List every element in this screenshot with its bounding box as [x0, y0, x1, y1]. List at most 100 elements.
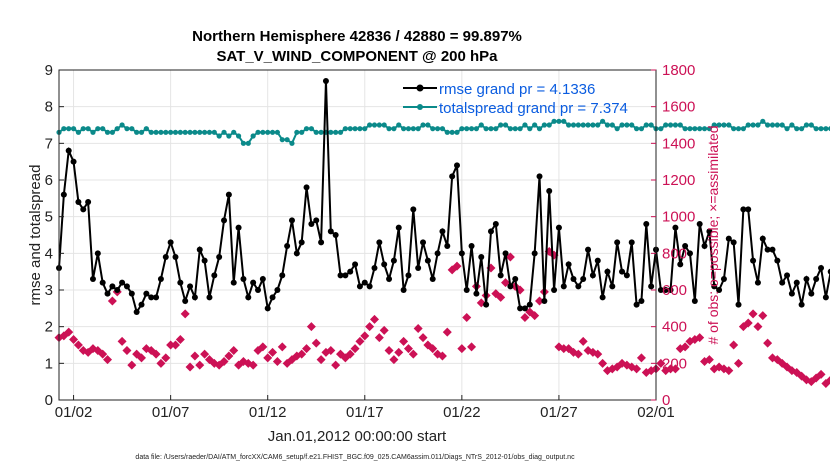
x-tick-label: 02/01 — [637, 404, 675, 421]
rmse-point — [798, 301, 805, 308]
rmse-point — [468, 243, 475, 249]
totalspread-point — [459, 126, 465, 132]
totalspread-point — [580, 122, 586, 128]
totalspread-point — [711, 122, 717, 128]
totalspread-point — [444, 129, 450, 135]
totalspread-point — [779, 122, 785, 128]
totalspread-point — [80, 126, 86, 132]
rmse-point — [793, 279, 800, 286]
totalspread-point — [95, 126, 101, 132]
rmse-point — [279, 272, 286, 279]
rmse-point — [575, 283, 582, 290]
totalspread-point — [808, 122, 814, 128]
rmse-point — [754, 279, 761, 286]
rmse-point — [691, 298, 698, 304]
obs-point — [263, 353, 273, 363]
rmse-point — [628, 239, 635, 246]
totalspread-point — [483, 126, 489, 132]
chart-title: Northern Hemisphere 42836 / 42880 = 99.8… — [192, 28, 522, 45]
totalspread-point — [604, 122, 611, 128]
obs-point — [297, 349, 307, 359]
obs-point — [748, 309, 758, 319]
totalspread-point — [473, 126, 480, 132]
totalspread-point — [158, 129, 164, 135]
totalspread-point — [303, 126, 310, 132]
obs-point — [656, 358, 666, 368]
totalspread-point — [138, 129, 145, 135]
rmse-point — [585, 246, 592, 253]
rmse-point — [788, 290, 795, 297]
y-right-tick-label: 800 — [662, 245, 687, 262]
rmse-point — [361, 279, 368, 286]
totalspread-point — [765, 122, 771, 128]
totalspread-point — [109, 129, 115, 135]
rmse-point — [371, 265, 378, 271]
rmse-point — [342, 272, 349, 279]
rmse-point — [245, 294, 252, 301]
totalspread-point — [575, 122, 581, 128]
obs-point — [734, 358, 744, 368]
totalspread-point — [595, 122, 601, 128]
obs-point — [462, 313, 472, 322]
totalspread-point — [517, 126, 523, 132]
y-right-tick-label: 1600 — [662, 99, 695, 116]
obs-point — [117, 336, 127, 346]
rmse-point — [415, 265, 422, 271]
totalspread-point — [333, 129, 339, 135]
rmse-point — [133, 309, 140, 315]
y-tick-label: 1 — [45, 355, 53, 372]
rmse-point — [827, 268, 830, 275]
rmse-point — [89, 276, 96, 282]
totalspread-point — [231, 129, 237, 135]
obs-point — [666, 364, 676, 374]
rmse-point — [143, 290, 150, 297]
obs-point — [326, 346, 336, 355]
obs-point — [496, 292, 506, 302]
rmse-point — [458, 250, 465, 257]
obs-point — [122, 346, 132, 355]
obs-point — [408, 349, 418, 359]
obs-point — [365, 322, 375, 332]
rmse-point — [284, 243, 291, 249]
y-axis-left: 0 1 2 3 4 5 6 7 8 9 — [45, 62, 64, 409]
totalspread-point — [294, 129, 300, 135]
rmse-point — [434, 250, 441, 257]
rmse-point — [570, 276, 577, 282]
totalspread-point — [405, 126, 412, 132]
rmse-point — [774, 257, 781, 264]
rmse-point — [662, 287, 669, 293]
rmse-point — [182, 298, 189, 304]
totalspread-point — [430, 126, 436, 132]
rmse-point — [366, 283, 373, 290]
rmse-point — [85, 199, 92, 205]
rmse-point — [187, 283, 194, 290]
legend-rmse-marker — [416, 84, 424, 92]
rmse-point — [696, 221, 703, 227]
rmse-point — [235, 224, 242, 231]
rmse-point — [75, 199, 82, 205]
rmse-point — [487, 228, 494, 235]
rmse-point — [259, 276, 266, 282]
y-tick-label: 2 — [45, 319, 53, 336]
rmse-point — [541, 298, 548, 304]
totalspread-point — [774, 122, 780, 128]
obs-point — [350, 344, 360, 354]
rmse-point — [745, 206, 752, 213]
obs-point — [345, 349, 355, 359]
rmse-point — [555, 224, 562, 231]
obs-point — [248, 360, 258, 370]
rmse-point — [308, 221, 315, 227]
totalspread-point — [760, 118, 766, 124]
rmse-point — [609, 283, 616, 290]
totalspread-point — [75, 129, 82, 135]
totalspread-point — [415, 126, 421, 132]
rmse-point — [473, 290, 480, 297]
totalspread-point — [367, 122, 373, 128]
y-tick-label: 8 — [45, 99, 53, 116]
totalspread-point — [449, 129, 455, 135]
rmse-point — [196, 246, 203, 253]
rmse-point — [536, 173, 543, 180]
totalspread-point — [245, 140, 251, 146]
rmse-point — [119, 279, 126, 286]
totalspread-point — [206, 129, 213, 135]
